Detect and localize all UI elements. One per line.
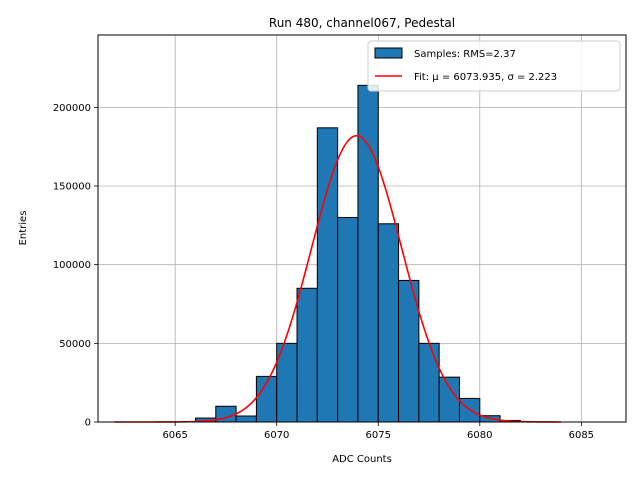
legend-label-fit: Fit: μ = 6073.935, σ = 2.223: [414, 72, 557, 83]
plot-frame: [97, 34, 627, 423]
y-tick-label: 100000: [53, 260, 91, 271]
x-tick-label: 6080: [467, 430, 492, 441]
histogram-bar: [377, 223, 400, 423]
legend-swatch-samples: [374, 47, 403, 59]
histogram-bar: [235, 415, 257, 423]
histogram-bar: [418, 342, 440, 423]
histogram-bar: [316, 127, 339, 423]
y-tick-label: 50000: [59, 339, 91, 350]
histogram-bar: [296, 287, 318, 423]
y-tick-label: 200000: [53, 103, 91, 114]
x-tick-label: 6075: [366, 430, 391, 441]
legend-box: [367, 40, 621, 92]
legend-label-samples: Samples: RMS=2.37: [414, 49, 516, 60]
y-tick-label: 0: [85, 418, 91, 429]
histogram-bars: [194, 84, 521, 423]
x-tick-label: 6085: [569, 430, 594, 441]
y-tick-label: 150000: [53, 182, 91, 193]
histogram-bar: [438, 376, 460, 423]
legend: Samples: RMS=2.37 Fit: μ = 6073.935, σ =…: [367, 40, 621, 92]
chart-title: Run 480, channel067, Pedestal: [269, 16, 455, 30]
x-tick-label: 6065: [162, 430, 187, 441]
x-axis-ticks: 6065 6070 6075 6080 6085: [162, 422, 594, 441]
x-axis-label: ADC Counts: [332, 454, 392, 465]
y-axis-label: Entries: [18, 211, 29, 246]
y-axis-ticks: 0 50000 100000 150000 200000: [53, 103, 98, 429]
histogram-bar: [357, 84, 379, 423]
x-tick-label: 6070: [264, 430, 289, 441]
histogram-bar: [337, 216, 359, 423]
